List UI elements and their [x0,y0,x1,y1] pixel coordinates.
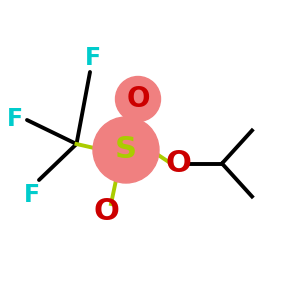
Text: S: S [115,136,137,164]
Circle shape [93,117,159,183]
Circle shape [116,76,160,122]
Text: O: O [94,197,119,226]
Text: F: F [23,183,40,207]
Text: F: F [85,46,101,70]
Text: O: O [166,149,191,178]
Text: O: O [126,85,150,113]
Text: F: F [7,106,23,130]
